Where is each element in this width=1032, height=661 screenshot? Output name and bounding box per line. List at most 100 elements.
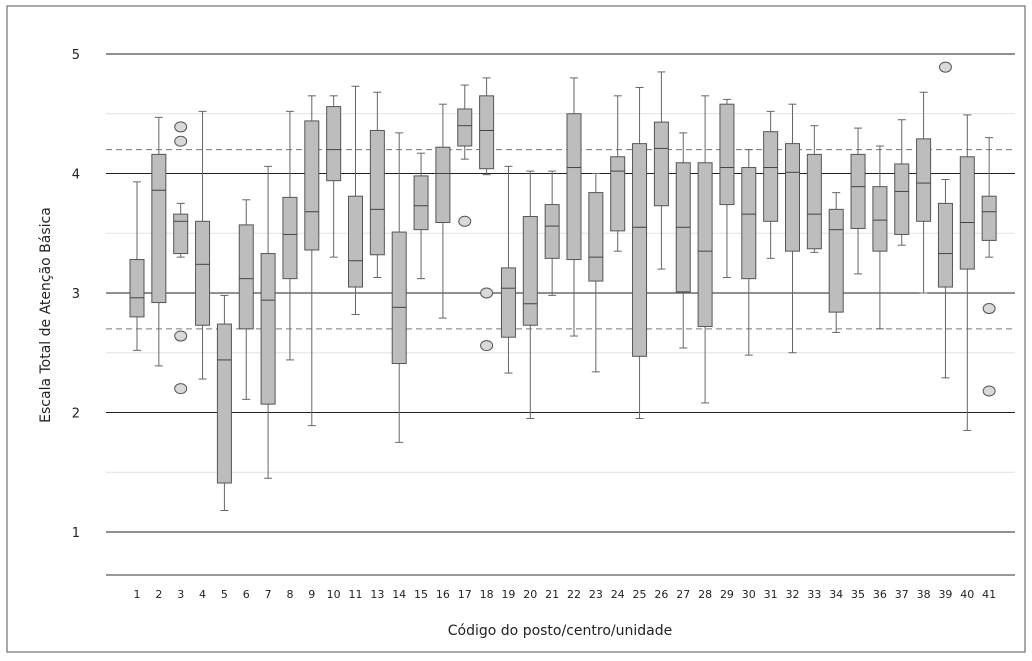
box-group <box>566 77 582 337</box>
box <box>588 192 604 282</box>
box-group <box>916 91 932 294</box>
box <box>850 153 866 229</box>
box-group <box>872 145 888 330</box>
box <box>435 146 451 223</box>
x-tick-label: 27 <box>676 588 690 601</box>
reference-lines <box>106 149 1015 330</box>
box <box>916 138 932 222</box>
outlier-point <box>174 383 188 395</box>
x-tick-label: 37 <box>895 588 909 601</box>
box <box>282 196 298 280</box>
box <box>391 231 407 365</box>
box <box>763 131 779 222</box>
box <box>457 108 473 147</box>
box <box>369 129 385 256</box>
x-tick-label: 34 <box>829 588 843 601</box>
box <box>981 195 997 241</box>
box-group <box>763 110 779 259</box>
box-group <box>588 173 604 373</box>
x-tick-label: 13 <box>370 588 384 601</box>
outlier-point <box>174 121 188 133</box>
box-group <box>741 149 757 356</box>
y-axis-title: Escala Total de Atenção Básica <box>38 207 54 423</box>
box-group <box>850 127 866 275</box>
x-tick-label: 28 <box>698 588 712 601</box>
box <box>959 156 975 270</box>
box-group <box>457 84 473 227</box>
box-group <box>304 95 320 427</box>
x-tick-label: 36 <box>873 588 887 601</box>
box <box>260 253 276 405</box>
box-group <box>981 137 997 397</box>
x-tick-label: 6 <box>243 588 250 601</box>
box <box>937 202 953 288</box>
x-tick-label: 38 <box>917 588 931 601</box>
box <box>479 95 495 170</box>
box-group <box>653 71 669 270</box>
box-group <box>697 95 713 404</box>
box-group <box>544 170 560 296</box>
box-group <box>216 294 232 511</box>
box <box>566 113 582 261</box>
box <box>173 213 189 255</box>
box <box>304 120 320 251</box>
box-group <box>937 61 953 379</box>
x-tick-label: 8 <box>286 588 293 601</box>
outlier-point <box>982 385 996 397</box>
x-tick-label: 33 <box>807 588 821 601</box>
x-tick-label: 17 <box>458 588 472 601</box>
x-tick-label: 40 <box>960 588 974 601</box>
box-group <box>238 199 254 400</box>
box-group <box>173 121 189 395</box>
x-tick-label: 14 <box>392 588 406 601</box>
boxes <box>129 61 997 511</box>
x-tick-label: 19 <box>501 588 515 601</box>
box <box>828 208 844 313</box>
x-tick-label: 11 <box>349 588 363 601</box>
x-tick-label: 35 <box>851 588 865 601</box>
x-tick-label: 26 <box>654 588 668 601</box>
x-tick-label: 10 <box>327 588 341 601</box>
outlier-point <box>458 215 472 227</box>
box-group <box>151 116 167 367</box>
box-group <box>632 86 648 419</box>
x-tick-label: 29 <box>720 588 734 601</box>
outlier-point <box>480 340 494 352</box>
box <box>522 216 538 326</box>
outlier-point <box>174 135 188 147</box>
y-tick-label: 1 <box>72 526 80 541</box>
x-tick-label: 31 <box>764 588 778 601</box>
box-group <box>610 95 626 252</box>
x-tick-label: 39 <box>938 588 952 601</box>
x-tick-label: 23 <box>589 588 603 601</box>
box <box>413 175 429 231</box>
x-tick-label: 2 <box>155 588 162 601</box>
x-tick-label: 22 <box>567 588 581 601</box>
box-group <box>522 170 538 419</box>
x-tick-label: 30 <box>742 588 756 601</box>
box-group <box>719 98 735 278</box>
box-group <box>435 103 451 319</box>
box <box>129 259 145 318</box>
outlier-point <box>982 303 996 315</box>
box-group <box>500 165 516 374</box>
box-group <box>391 132 407 443</box>
box <box>632 143 648 357</box>
x-tick-label: 21 <box>545 588 559 601</box>
y-tick-label: 5 <box>72 48 80 63</box>
x-axis-ticks: 1 2 3 4 5 6 7 8 9 10 11 13 14 15 16 17 18 19 20 21 22 23 24 25 2… <box>134 588 997 601</box>
box-group <box>828 192 844 333</box>
box-group <box>675 132 691 349</box>
box-group <box>348 85 363 316</box>
y-tick-label: 2 <box>72 407 80 422</box>
x-tick-label: 32 <box>786 588 800 601</box>
x-tick-label: 5 <box>221 588 228 601</box>
box <box>785 143 800 252</box>
box <box>653 121 669 207</box>
outlier-point <box>174 330 188 342</box>
box-group <box>806 125 822 253</box>
x-tick-label: 16 <box>436 588 450 601</box>
box-group <box>195 110 211 380</box>
box <box>719 103 735 206</box>
box <box>872 186 888 252</box>
